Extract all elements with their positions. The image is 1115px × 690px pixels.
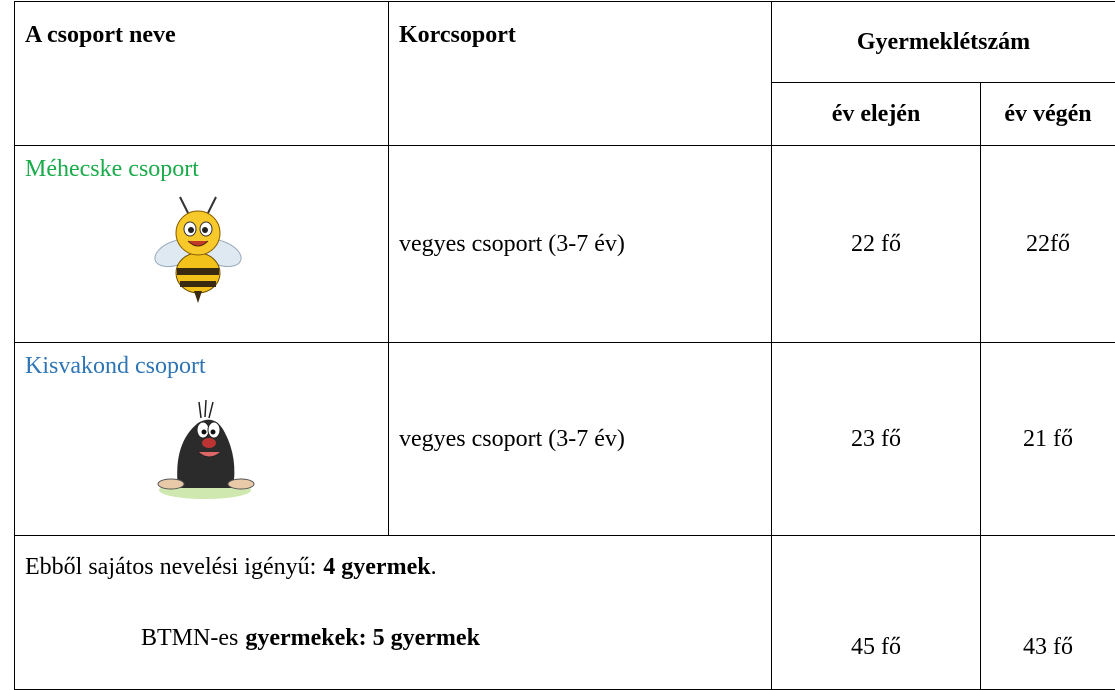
group-table: A csoport neve Korcsoport Gyermeklétszám… [14, 1, 1115, 690]
note-bold: gyermekek: 5 gyermek [245, 625, 480, 651]
age-cell: vegyes csoport (3-7 év) [389, 343, 772, 536]
note: Ebből sajátos nevelési igényű: 4 gyermek. [25, 554, 761, 581]
header-cell: év végén [981, 83, 1115, 146]
note: BTMN-es gyermekek: 5 gyermek [141, 625, 761, 652]
group-name: Kisvakond csoport [25, 353, 378, 380]
bee-icon [148, 193, 248, 308]
count-cell: 43 fő [981, 536, 1115, 690]
footer-row: Ebből sajátos nevelési igényű: 4 gyermek.… [15, 536, 1115, 690]
group-row: Méhecske csoport vegyes csoport (3-7 év)… [15, 146, 1115, 343]
note-bold: 4 gyermek [323, 554, 430, 580]
count-cell: 23 fő [772, 343, 981, 536]
count-cell: 45 fő [772, 536, 981, 690]
group-cell: Méhecske csoport [15, 146, 389, 343]
mole-icon [153, 388, 263, 503]
group-cell: Kisvakond csoport [15, 343, 389, 536]
footer-cell: Ebből sajátos nevelési igényű: 4 gyermek.… [15, 536, 772, 690]
header-cell: Gyermeklétszám [772, 2, 1115, 83]
count-cell: 21 fő [981, 343, 1115, 536]
header-cell: A csoport neve [15, 2, 389, 146]
age-cell: vegyes csoport (3-7 év) [389, 146, 772, 343]
header-row: A csoport neve Korcsoport Gyermeklétszám [15, 2, 1115, 83]
note-text: . [431, 554, 437, 580]
note-text: Ebből sajátos nevelési igényű: [25, 554, 316, 580]
count-cell: 22 fő [772, 146, 981, 343]
group-name: Méhecske csoport [25, 156, 378, 183]
header-cell: év elején [772, 83, 981, 146]
group-row: Kisvakond csoport vegyes csoport (3-7 év… [15, 343, 1115, 536]
count-cell: 22fő [981, 146, 1115, 343]
header-cell: Korcsoport [389, 2, 772, 146]
note-text: BTMN-es [141, 625, 238, 651]
page: A csoport neve Korcsoport Gyermeklétszám… [0, 0, 1115, 690]
